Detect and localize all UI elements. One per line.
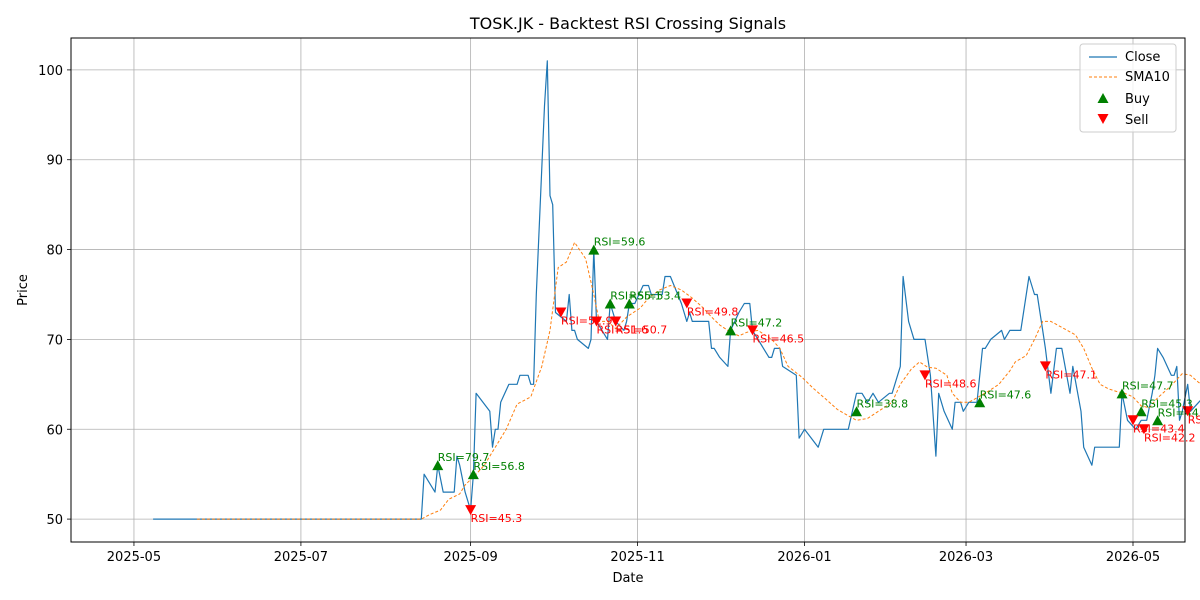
buy-rsi-label: RSI=47.7 bbox=[1122, 379, 1174, 392]
legend-sma-label: SMA10 bbox=[1125, 70, 1170, 85]
y-tick-label: 70 bbox=[46, 333, 63, 348]
y-tick-label: 50 bbox=[46, 513, 63, 528]
sell-rsi-label: RSI=45.3 bbox=[471, 512, 523, 525]
x-tick-label: 2025-05 bbox=[107, 550, 161, 565]
buy-rsi-label: RSI=47.6 bbox=[980, 388, 1032, 401]
x-tick-label: 2026-03 bbox=[939, 550, 993, 565]
buy-marker bbox=[604, 298, 616, 309]
buy-rsi-label: RSI=38.8 bbox=[857, 397, 909, 410]
sell-marker bbox=[1138, 424, 1150, 435]
sell-rsi-label: RSI=47.1 bbox=[1045, 368, 1097, 381]
x-axis-label: Date bbox=[612, 571, 643, 586]
legend-buy-swatch bbox=[1097, 93, 1109, 103]
sell-rsi-label: RSI=51.6 bbox=[597, 323, 649, 336]
x-tick-label: 2026-01 bbox=[777, 550, 831, 565]
sell-rsi-label: RSI=43.7 bbox=[1188, 413, 1200, 426]
x-tick-label: 2025-11 bbox=[610, 550, 664, 565]
sma10-line bbox=[196, 241, 1200, 520]
x-tick-label: 2025-07 bbox=[274, 550, 328, 565]
sell-rsi-label: RSI=50.7 bbox=[616, 323, 668, 336]
y-tick-label: 80 bbox=[46, 244, 63, 259]
y-tick-label: 90 bbox=[46, 154, 63, 169]
grid bbox=[71, 38, 1185, 542]
buy-rsi-label: RSI=55.1 bbox=[610, 289, 662, 302]
legend: Close SMA10 Buy Sell bbox=[1079, 43, 1177, 133]
legend-sell-swatch bbox=[1097, 114, 1109, 124]
x-tick-label: 2026-05 bbox=[1106, 550, 1160, 565]
buy-marker bbox=[432, 460, 444, 471]
sell-rsi-label: RSI=48.6 bbox=[925, 377, 977, 390]
legend-buy-label: Buy bbox=[1125, 92, 1150, 107]
y-axis-ticks: 50 60 70 80 90 100 bbox=[38, 64, 71, 528]
sell-marker bbox=[610, 316, 622, 327]
buy-rsi-label: RSI=59.6 bbox=[594, 236, 646, 249]
y-axis-label: Price bbox=[16, 274, 31, 306]
chart-title: TOSK.JK - Backtest RSI Crossing Signals bbox=[469, 14, 786, 33]
close-price-line bbox=[153, 60, 1200, 520]
buy-marker bbox=[974, 397, 986, 408]
buy-marker bbox=[467, 469, 479, 480]
sell-marker bbox=[591, 316, 603, 327]
buy-marker bbox=[623, 298, 635, 309]
buy-marker bbox=[1135, 406, 1147, 417]
buy-marker bbox=[1152, 415, 1164, 426]
x-axis-ticks: 2025-05 2025-07 2025-09 2025-11 2026-01 2026-… bbox=[107, 542, 1160, 565]
x-tick-label: 2025-09 bbox=[443, 550, 497, 565]
sell-marker bbox=[1039, 361, 1051, 372]
buy-rsi-label: RSI=47.2 bbox=[731, 316, 783, 329]
buy-marker bbox=[851, 406, 863, 417]
legend-close-label: Close bbox=[1125, 50, 1160, 65]
sell-rsi-label: RSI=46.5 bbox=[753, 332, 805, 345]
buy-rsi-label: RSI=45.3 bbox=[1141, 397, 1193, 410]
buy-rsi-label: RSI=79.7 bbox=[438, 451, 490, 464]
buy-rsi-label: RSI=56.8 bbox=[473, 460, 525, 473]
legend-sell-label: Sell bbox=[1125, 113, 1148, 128]
buy-marker bbox=[588, 244, 600, 255]
sell-marker bbox=[747, 325, 759, 336]
buy-rsi-label: RSI=53.4 bbox=[629, 289, 681, 302]
sell-marker bbox=[465, 505, 477, 516]
sell-marker bbox=[1127, 415, 1139, 426]
sell-marker bbox=[919, 370, 931, 381]
sell-marker bbox=[555, 307, 567, 318]
sell-rsi-label: RSI=42.2 bbox=[1144, 431, 1196, 444]
sell-rsi-label: RSI=49.8 bbox=[687, 305, 739, 318]
series-layer bbox=[153, 60, 1200, 520]
plot-frame bbox=[70, 37, 1186, 543]
y-tick-label: 100 bbox=[38, 64, 63, 79]
y-tick-label: 60 bbox=[46, 423, 63, 438]
buy-marker bbox=[1116, 388, 1128, 399]
buy-marker bbox=[725, 325, 737, 336]
sell-marker bbox=[681, 298, 693, 309]
legend-box bbox=[1079, 43, 1177, 133]
